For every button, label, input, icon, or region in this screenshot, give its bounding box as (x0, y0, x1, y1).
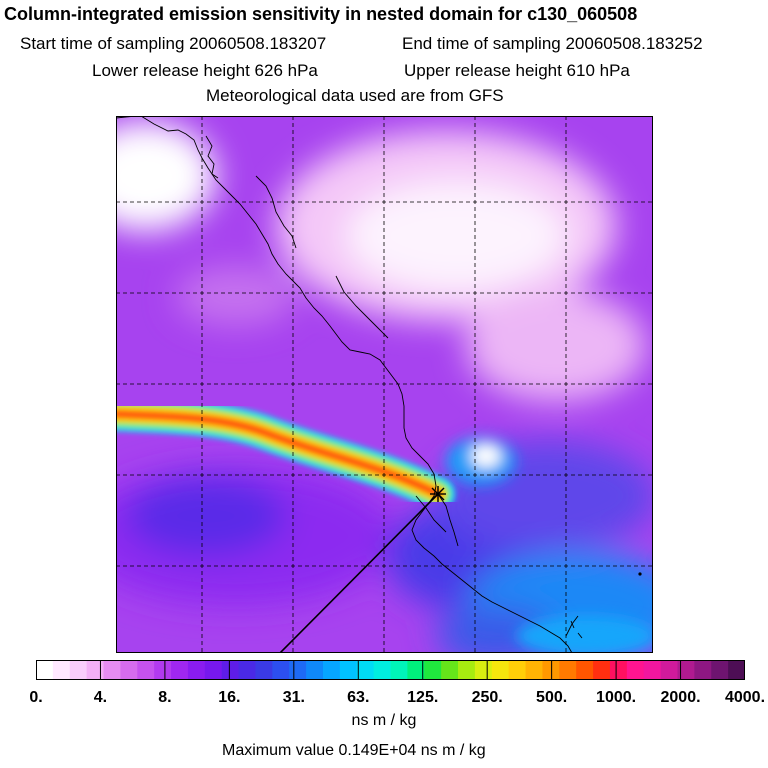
colorbar-cell (559, 660, 577, 680)
colorbar-cell (491, 660, 510, 680)
colorbar-cell (373, 660, 392, 680)
colorbar-cell (441, 660, 459, 680)
flight-track (279, 493, 439, 653)
colorbar (36, 660, 745, 680)
colorbar-cell (626, 660, 645, 680)
colorbar-cell (508, 660, 527, 680)
colorbar-tick-label: 2000. (660, 689, 701, 706)
colorbar-tick-label: 4000. (724, 689, 766, 706)
colorbar-tick-label: 1000. (596, 689, 637, 706)
colorbar-tick-label: 250. (471, 689, 503, 706)
colorbar-tick-label: 8. (158, 689, 172, 706)
sensitivity-map (116, 116, 653, 653)
colorbar-cell (255, 660, 273, 680)
lower-height-label: Lower release height 626 hPa (92, 61, 318, 80)
colorbar-cell (390, 660, 408, 680)
colorbar-cell (171, 660, 189, 680)
colorbar-cell (407, 660, 425, 680)
star-icon (430, 486, 446, 502)
emission-plume (116, 397, 455, 511)
colorbar-cell (694, 660, 712, 680)
met-data-label: Meteorological data used are from GFS (206, 86, 504, 105)
colorbar-cell (289, 660, 307, 680)
colorbar-tick-label: 4. (93, 689, 108, 706)
start-time-label: Start time of sampling 20060508.183207 (20, 34, 327, 53)
colorbar-cell (593, 660, 611, 680)
colorbar-cell (339, 660, 358, 680)
colorbar-tick-label: 16. (218, 689, 241, 706)
colorbar-cell (52, 660, 71, 680)
colorbar-cell (306, 660, 324, 680)
graticule (116, 116, 653, 653)
colorbar-cell (424, 660, 442, 680)
colorbar-cell (322, 660, 341, 680)
colorbar-cell (204, 660, 223, 680)
colorbar-cell (272, 660, 290, 680)
colorbar-cell (120, 660, 138, 680)
colorbar-cell (728, 660, 745, 680)
colorbar-cell (69, 660, 88, 680)
colorbar-cell (643, 660, 662, 680)
colorbar-cell (137, 660, 155, 680)
colorbar-cell (86, 660, 105, 680)
colorbar-cell (154, 660, 172, 680)
colorbar-cell (677, 660, 695, 680)
colorbar-tick-label: 31. (282, 689, 305, 706)
colorbar-tick-label: 63. (347, 689, 370, 706)
colorbar-cell (221, 660, 240, 680)
colorbar-cell (36, 660, 54, 680)
upper-height-label: Upper release height 610 hPa (404, 61, 630, 80)
colorbar-cell (660, 660, 679, 680)
colorbar-cell (458, 660, 476, 680)
colorbar-cell (711, 660, 729, 680)
colorbar-cell (103, 660, 121, 680)
colorbar-cell (474, 660, 493, 680)
plot-title: Column-integrated emission sensitivity i… (4, 4, 638, 24)
colorbar-cell (356, 660, 375, 680)
colorbar-cell (576, 660, 594, 680)
colorbar-cell (187, 660, 206, 680)
maximum-value-label: Maximum value 0.149E+04 ns m / kg (222, 742, 486, 759)
colorbar-units: ns m / kg (351, 712, 417, 729)
colorbar-tick-label: 0. (29, 689, 43, 706)
colorbar-cell (525, 660, 544, 680)
sensitivity-field (116, 121, 653, 653)
colorbar-cell (238, 660, 257, 680)
end-time-label: End time of sampling 20060508.183252 (402, 34, 703, 53)
colorbar-tick-label: 500. (536, 689, 568, 706)
colorbar-tick-label: 125. (407, 689, 439, 706)
colorbar-cell (609, 660, 628, 680)
